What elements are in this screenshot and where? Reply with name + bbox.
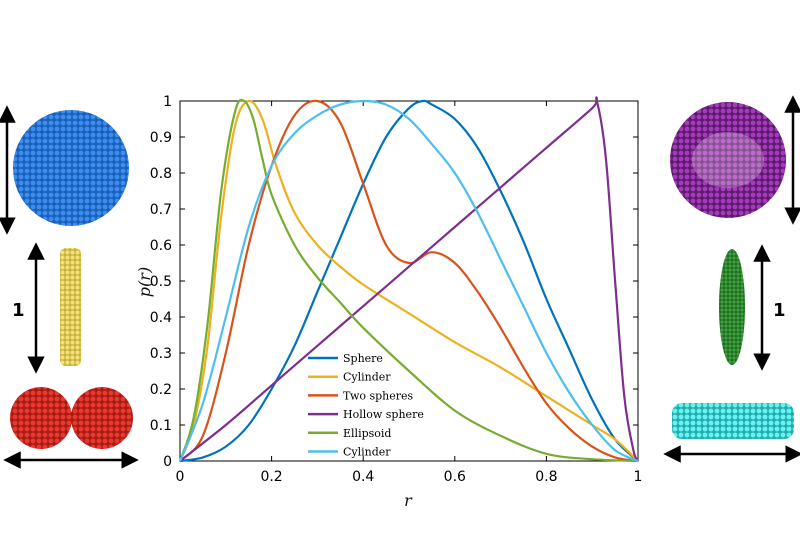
ellipsoid-shape: [719, 249, 745, 365]
legend-label: Cylinder: [343, 371, 391, 384]
two-spheres-left-shape: [10, 387, 72, 449]
x-tick-label: 0: [176, 469, 185, 485]
right-shapes: 1: [663, 95, 800, 463]
y-tick-label: 0.9: [150, 130, 172, 146]
two-spheres-right-shape: [71, 387, 133, 449]
x-axis-label: r: [404, 491, 413, 510]
y-tick-label: 0.5: [150, 274, 172, 290]
legend-label: Sphere: [343, 352, 383, 365]
y-tick-label: 0.7: [150, 202, 172, 218]
legend: Sphere Cylinder Two spheres Hollow sphere El…: [308, 352, 424, 459]
x-tick-label: 0.4: [352, 469, 374, 485]
series-lines: [178, 96, 640, 463]
legend-label: Ellipsoid: [343, 427, 391, 440]
plot-area: [179, 100, 639, 462]
legend-label: Two spheres: [343, 389, 414, 402]
legend-label: Cylinder: [343, 446, 391, 459]
x-tick-label: 1: [634, 469, 643, 485]
right-scale-label: 1: [773, 300, 786, 321]
y-tick-label: 0.3: [150, 346, 172, 362]
sphere-shape: [13, 110, 129, 226]
x-tick-label: 0.2: [260, 469, 282, 485]
left-scale-label: 1: [12, 300, 25, 321]
y-tick-label: 0.1: [150, 418, 172, 434]
series-line-sphere-0: [179, 99, 639, 463]
cylinder-shape: [60, 248, 81, 366]
left-shapes: 1: [0, 105, 139, 469]
series-line-cylinder-5: [178, 99, 639, 463]
axis-ticks: 0 0.2 0.4 0.6 0.8 1 0 0.1 0.2 0.3 0.4 0.5 0.6 0.7 0.8 0…: [150, 94, 643, 485]
chart: 0 0.2 0.4 0.6 0.8 1 0 0.1 0.2 0.3 0.4 0.5 0.6 0.7 0.8 0…: [135, 94, 642, 510]
y-tick-label: 0.8: [150, 166, 172, 182]
series-line-ellipsoid-4: [178, 98, 639, 463]
legend-label: Hollow sphere: [343, 408, 424, 421]
y-axis-label: p(r): [135, 267, 154, 297]
x-tick-label: 0.8: [535, 469, 557, 485]
series-line-cylinder-1: [178, 99, 639, 462]
y-tick-label: 0.6: [150, 238, 172, 254]
hollow-sphere-gaps: [692, 132, 764, 188]
series-line-two-spheres-2: [179, 99, 639, 463]
y-tick-label: 0: [163, 454, 172, 470]
series-line-hollow-sphere-3: [179, 96, 640, 462]
y-tick-label: 0.4: [150, 310, 172, 326]
y-tick-label: 0.2: [150, 382, 172, 398]
flat-cylinder-shape: [672, 403, 794, 439]
x-tick-label: 0.6: [444, 469, 466, 485]
y-tick-label: 1: [163, 94, 172, 110]
hollow-sphere-shape: [670, 102, 786, 218]
